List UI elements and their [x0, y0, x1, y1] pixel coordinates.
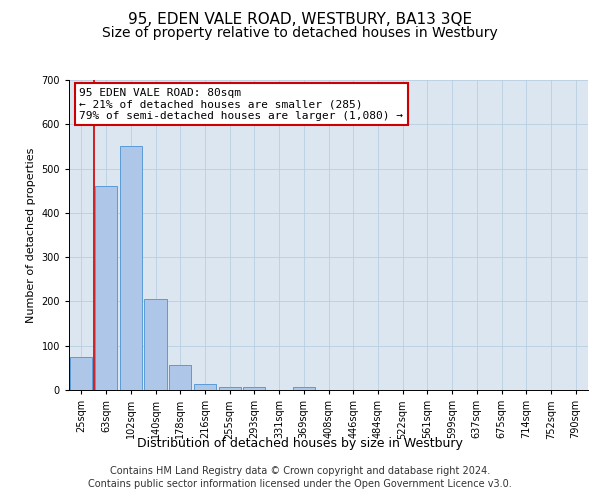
Bar [218, 387, 241, 390]
Bar [70, 357, 92, 390]
Bar [243, 387, 265, 390]
Bar [194, 384, 216, 390]
Text: Contains HM Land Registry data © Crown copyright and database right 2024.: Contains HM Land Registry data © Crown c… [110, 466, 490, 476]
Bar [95, 186, 117, 390]
Text: 95, EDEN VALE ROAD, WESTBURY, BA13 3QE: 95, EDEN VALE ROAD, WESTBURY, BA13 3QE [128, 12, 472, 28]
Bar [119, 146, 142, 390]
Y-axis label: Number of detached properties: Number of detached properties [26, 148, 36, 322]
Text: Size of property relative to detached houses in Westbury: Size of property relative to detached ho… [102, 26, 498, 40]
Text: 95 EDEN VALE ROAD: 80sqm
← 21% of detached houses are smaller (285)
79% of semi-: 95 EDEN VALE ROAD: 80sqm ← 21% of detach… [79, 88, 403, 121]
Bar [169, 365, 191, 390]
Text: Contains public sector information licensed under the Open Government Licence v3: Contains public sector information licen… [88, 479, 512, 489]
Text: Distribution of detached houses by size in Westbury: Distribution of detached houses by size … [137, 438, 463, 450]
Bar [293, 387, 315, 390]
Bar [145, 299, 167, 390]
